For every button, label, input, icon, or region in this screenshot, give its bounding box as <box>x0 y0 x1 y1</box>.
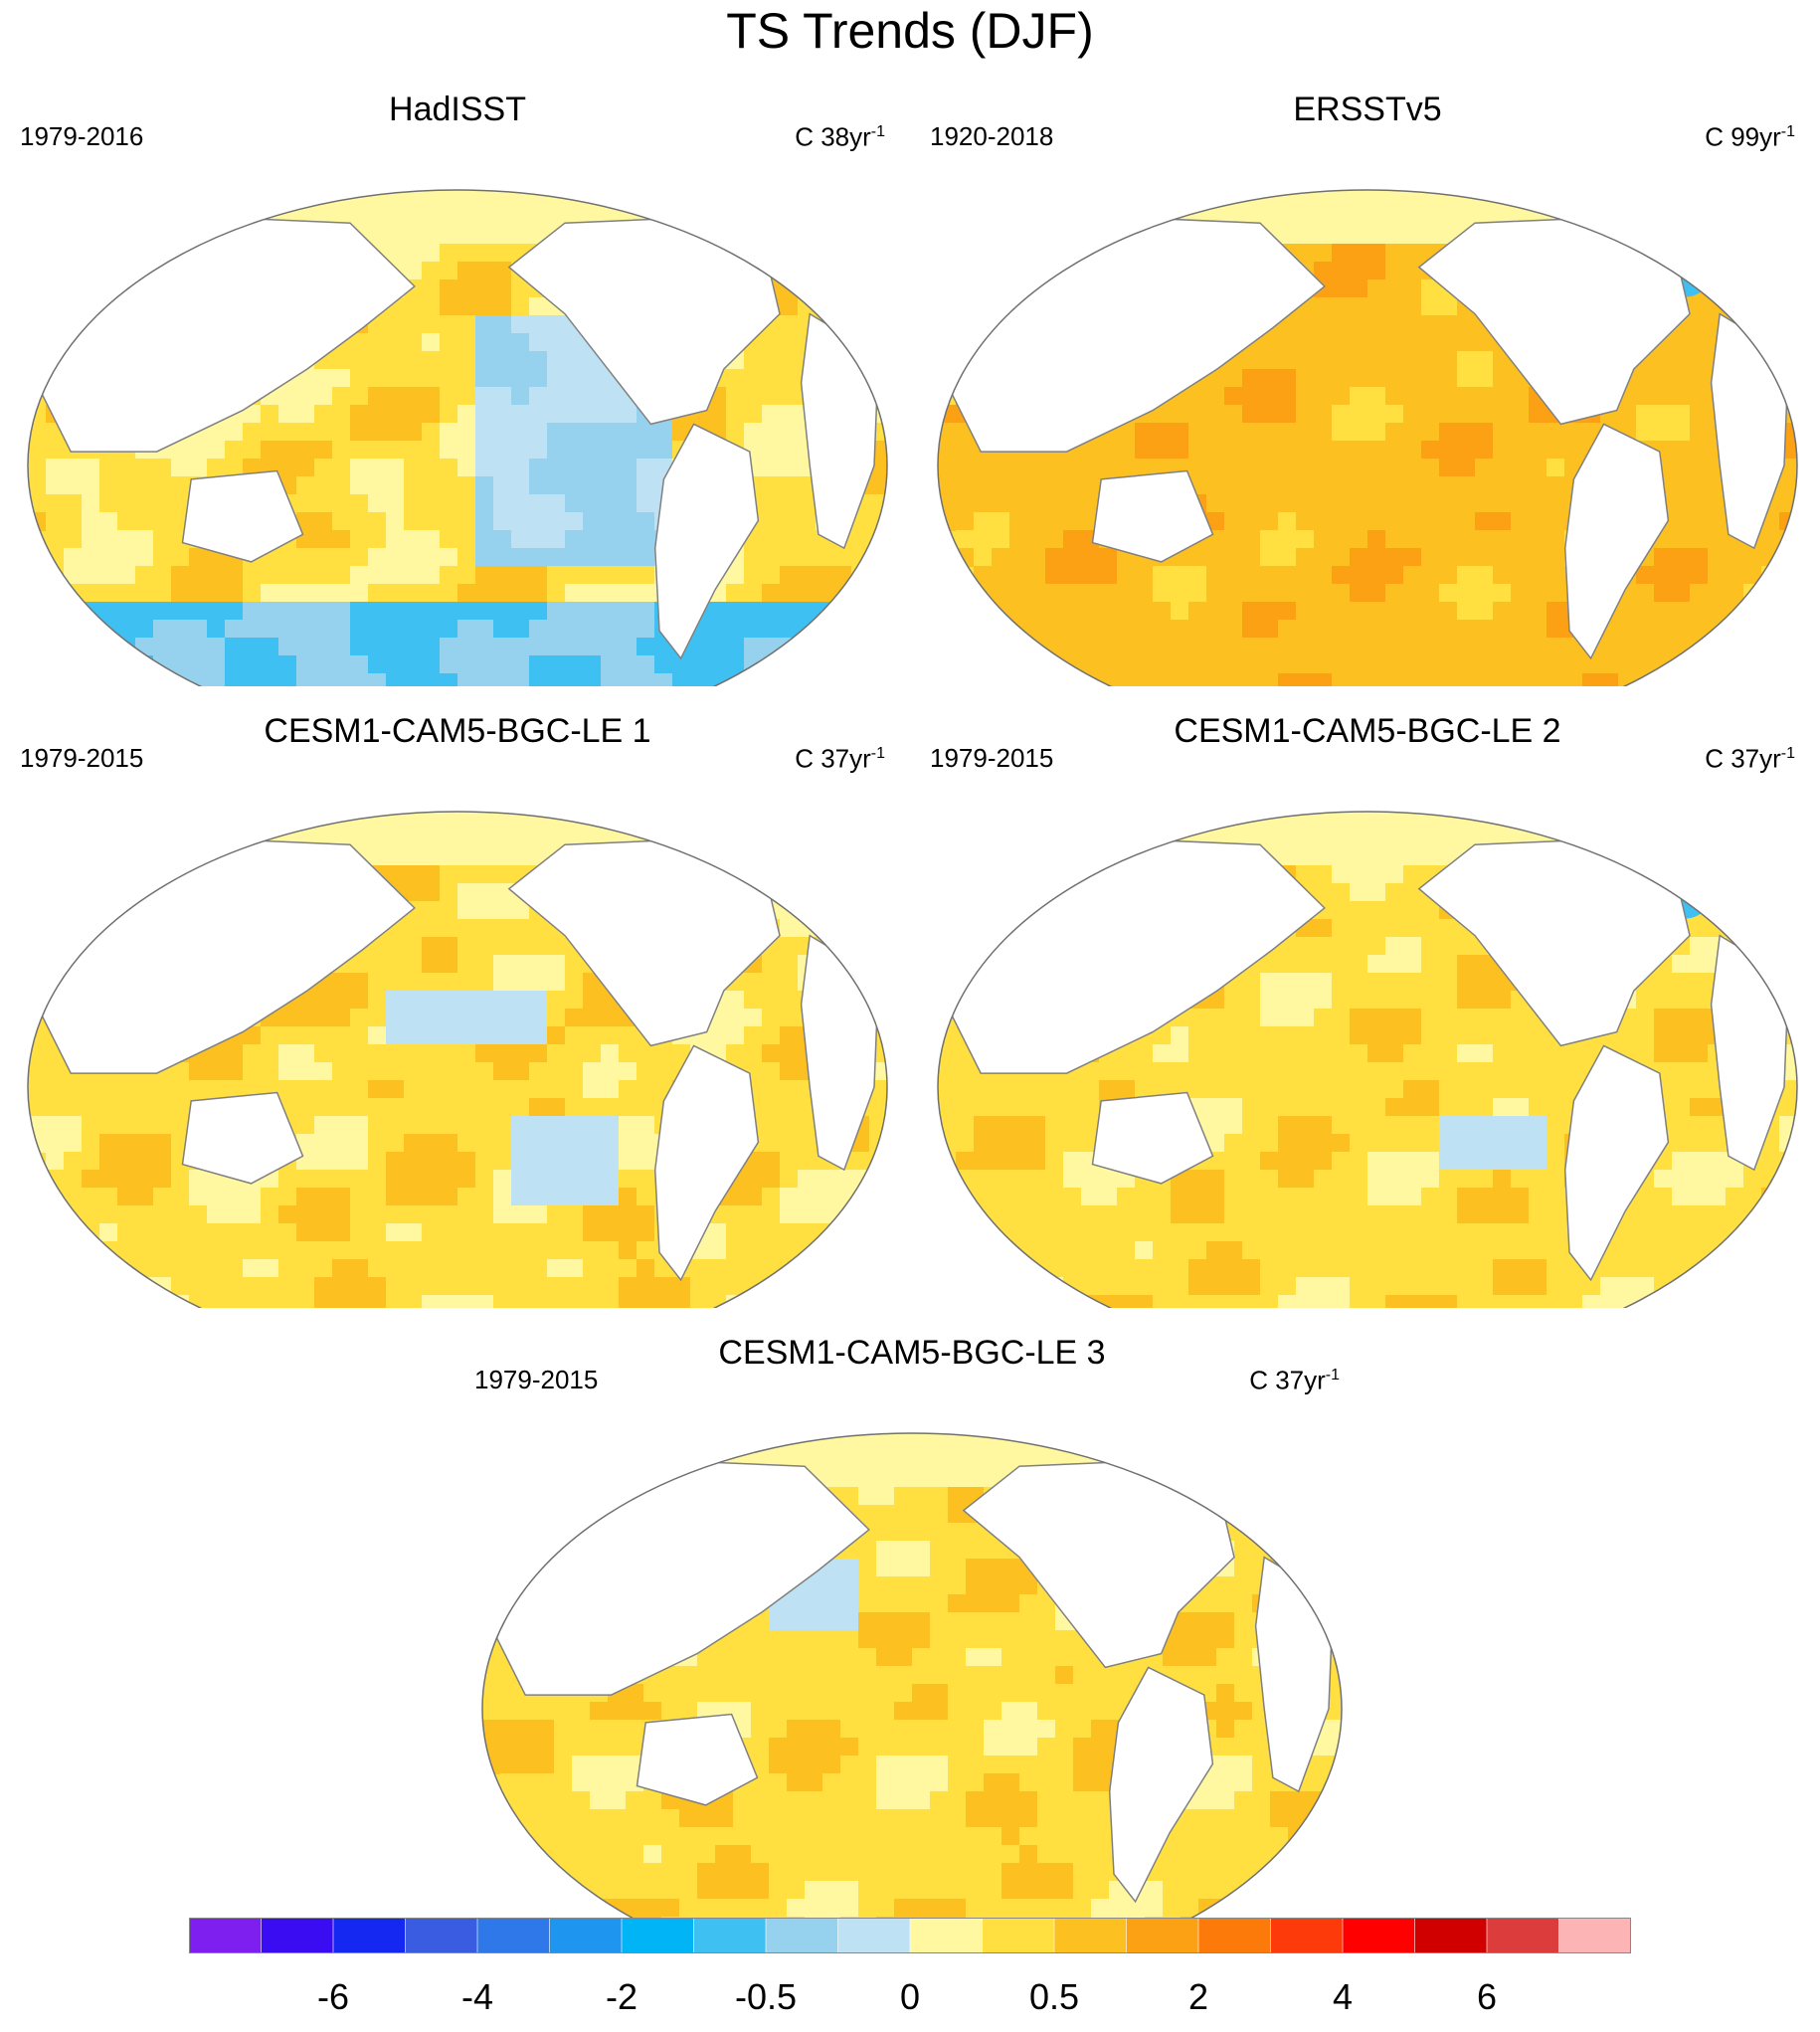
australia-landmass <box>181 1091 304 1185</box>
panel-title: ERSSTv5 <box>1293 91 1442 128</box>
australia-landmass <box>181 469 304 563</box>
map-border <box>481 1432 1343 1930</box>
colorbar-tick-label: 4 <box>1332 1976 1354 2017</box>
south-america-landmass <box>1563 1044 1670 1282</box>
colorbar-swatch <box>1414 1918 1488 1953</box>
north-america-landmass <box>1417 837 1691 1047</box>
colorbar-swatch <box>476 1918 551 1953</box>
panel-title: CESM1-CAM5-BGC-LE 1 <box>264 712 651 750</box>
colorbar-swatch <box>837 1918 911 1953</box>
colorbar-swatch <box>1053 1918 1128 1953</box>
north-america-landmass <box>1417 216 1691 426</box>
figure-title: TS Trends (DJF) <box>726 3 1094 59</box>
panel-period: 1979-2015 <box>930 743 1054 773</box>
panel-period: 1979-2016 <box>20 121 144 151</box>
colorbar-swatch <box>1486 1918 1560 1953</box>
south-america-landmass <box>1563 423 1670 660</box>
colorbar-swatch <box>982 1918 1055 1953</box>
panel-units: C 37yr-1 <box>1249 1365 1340 1395</box>
map-border <box>27 189 888 686</box>
arctic-band <box>482 1433 1342 1467</box>
north-america-landmass <box>507 837 781 1047</box>
ocean-field <box>938 812 1797 1308</box>
map-border <box>27 811 888 1308</box>
colorbar-tick-label: -2 <box>605 1976 637 2017</box>
land-masses <box>945 824 1790 1282</box>
panel-title: CESM1-CAM5-BGC-LE 3 <box>718 1334 1106 1372</box>
greenland-landmass <box>779 202 837 287</box>
greenland-landmass <box>1233 1445 1292 1531</box>
colorbar-tick-label: 0 <box>899 1976 921 2017</box>
map-panel-ersstv5: ERSSTv5 1920-2018 C 99yr-1 <box>920 90 1815 686</box>
map-border <box>937 189 1798 686</box>
colorbar-swatch <box>1558 1918 1631 1953</box>
colorbar-swatch <box>1126 1918 1199 1953</box>
colorbar-swatch <box>909 1918 984 1953</box>
land-masses <box>35 824 880 1282</box>
colorbar-swatch <box>693 1918 767 1953</box>
world-map <box>481 1432 1343 1930</box>
panel-units: C 99yr-1 <box>1705 121 1795 152</box>
australia-landmass <box>1091 469 1214 563</box>
colorbar-border <box>189 1918 1631 1953</box>
colorbar-swatch <box>1342 1918 1416 1953</box>
colorbar <box>189 1918 1631 1953</box>
ocean-field <box>938 190 1797 686</box>
ocean-field <box>28 190 887 686</box>
arctic-band <box>28 812 887 845</box>
panel-units: C 37yr-1 <box>795 743 885 774</box>
australia-landmass <box>1091 1091 1214 1185</box>
colorbar-swatch <box>405 1918 478 1953</box>
north-america-landmass <box>962 1459 1235 1669</box>
world-map <box>937 189 1798 686</box>
north-america-landmass <box>507 216 781 426</box>
australia-landmass <box>636 1713 759 1806</box>
ocean-field <box>482 1433 1342 1930</box>
south-america-landmass <box>653 423 760 660</box>
colorbar-tick-label: 0.5 <box>1028 1976 1080 2017</box>
ocean-field <box>28 812 887 1308</box>
arctic-band <box>28 190 887 224</box>
colorbar-tick-label: -0.5 <box>734 1976 798 2017</box>
colorbar-swatch <box>189 1918 263 1953</box>
panel-period: 1979-2015 <box>474 1365 599 1394</box>
panel-units: C 37yr-1 <box>1705 743 1795 774</box>
south-america-landmass <box>1108 1666 1214 1904</box>
map-panel-cesm-le-2: CESM1-CAM5-BGC-LE 2 1979-2015 C 37yr-1 <box>920 711 1815 1308</box>
greenland-landmass <box>1689 202 1747 287</box>
arctic-band <box>938 190 1797 224</box>
arctic-band <box>938 812 1797 845</box>
colorbar-tick-label: -6 <box>316 1976 349 2017</box>
colorbar-tick-label: 6 <box>1476 1976 1498 2017</box>
panel-period: 1979-2015 <box>20 743 144 773</box>
panel-title: HadISST <box>389 91 526 128</box>
colorbar-swatch <box>1197 1918 1272 1953</box>
colorbar-swatch <box>261 1918 334 1953</box>
colorbar-swatch <box>332 1918 407 1953</box>
greenland-landmass <box>1689 824 1747 909</box>
world-map <box>937 811 1798 1308</box>
map-border <box>937 811 1798 1308</box>
map-panel-hadisst: HadISST 1979-2016 C 38yr-1 <box>10 90 905 686</box>
greenland-landmass <box>779 824 837 909</box>
colorbar-swatch <box>549 1918 623 1953</box>
colorbar-tick-label: -4 <box>460 1976 493 2017</box>
colorbar-swatch <box>765 1918 839 1953</box>
panel-title: CESM1-CAM5-BGC-LE 2 <box>1174 712 1561 750</box>
map-panel-cesm-le-1: CESM1-CAM5-BGC-LE 1 1979-2015 C 37yr-1 <box>10 711 905 1308</box>
world-map <box>27 811 888 1308</box>
panel-period: 1920-2018 <box>930 121 1054 151</box>
panel-units: C 38yr-1 <box>795 121 885 152</box>
colorbar-swatch <box>1270 1918 1344 1953</box>
south-america-landmass <box>653 1044 760 1282</box>
colorbar-tick-label: 2 <box>1187 1976 1209 2017</box>
map-panel-cesm-le-3: CESM1-CAM5-BGC-LE 3 1979-2015 C 37yr-1 <box>464 1333 1360 1930</box>
world-map <box>27 189 888 686</box>
colorbar-swatch <box>621 1918 695 1953</box>
